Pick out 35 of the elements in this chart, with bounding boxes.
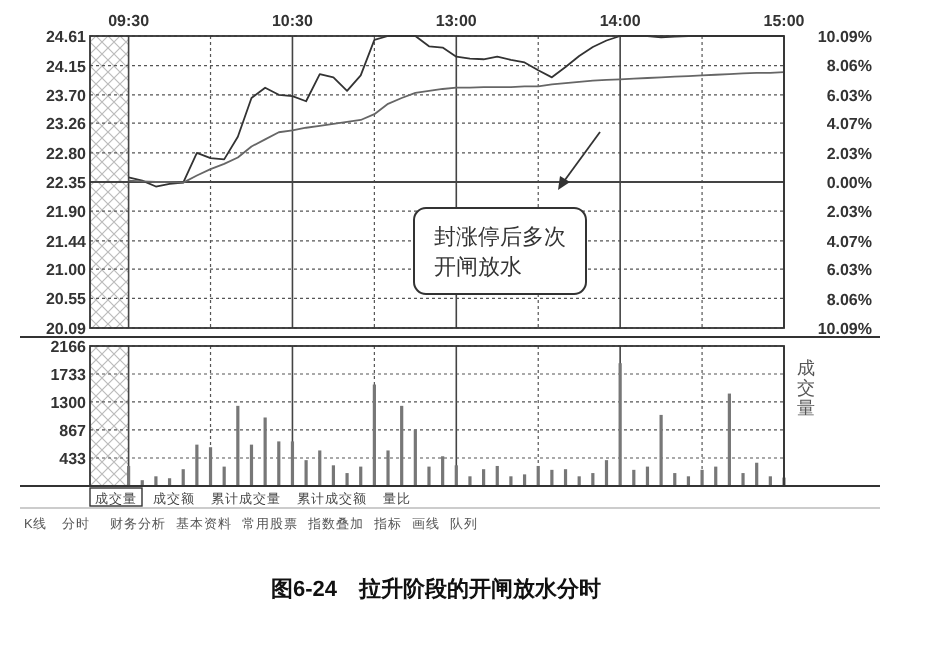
y-tick-label: 20.55 <box>45 290 88 309</box>
y2-tick-label: 2.03% <box>826 144 872 163</box>
y-tick-label: 23.26 <box>45 115 88 134</box>
y-tick-label: 22.80 <box>45 144 88 163</box>
y2-tick-label: 8.06% <box>826 57 872 76</box>
y-tick-label: 21.00 <box>45 261 88 280</box>
y2-tick-label: 10.09% <box>817 28 872 46</box>
text: 图6-24 拉升阶段的开闸放水分时 <box>270 576 602 602</box>
y2-tick-label: 6.03% <box>826 261 872 280</box>
annotation: 封涨停后多次开闸放水 <box>434 224 566 280</box>
x-tick-label: 15:00 <box>763 12 806 30</box>
x-tick-label: 14:00 <box>599 12 642 30</box>
x-tick-label: 10:30 <box>271 12 314 30</box>
y2-tick-label: 6.03% <box>826 86 872 105</box>
y-tick-label: 21.90 <box>45 203 88 222</box>
y-tick-label: 1733 <box>50 365 88 384</box>
y2-tick-label: 10.09% <box>817 320 872 338</box>
y2-tick-label: 0.00% <box>826 174 872 192</box>
y2-tick-label: 2.03% <box>826 203 872 222</box>
y-tick-label: 867 <box>59 421 88 440</box>
x-tick-label: 09:30 <box>108 12 151 30</box>
y-tick-label: 21.44 <box>45 232 88 251</box>
y-tick-label: 24.15 <box>45 57 88 76</box>
y2-axis-title: 成交量 <box>797 358 815 418</box>
y-tick-label: 20.09 <box>45 320 88 338</box>
y2-tick-label: 4.07% <box>826 232 872 251</box>
y-tick-label: 2166 <box>50 338 88 356</box>
y2-tick-label: 8.06% <box>826 290 872 309</box>
y-tick-label: 433 <box>59 450 88 469</box>
y2-tick-label: 4.07% <box>826 115 872 134</box>
y-tick-label: 24.61 <box>45 28 88 46</box>
y-tick-label: 23.70 <box>45 86 88 105</box>
y-tick-label: 22.35 <box>45 174 88 192</box>
y-tick-label: 1300 <box>50 393 88 412</box>
x-tick-label: 13:00 <box>435 12 478 30</box>
